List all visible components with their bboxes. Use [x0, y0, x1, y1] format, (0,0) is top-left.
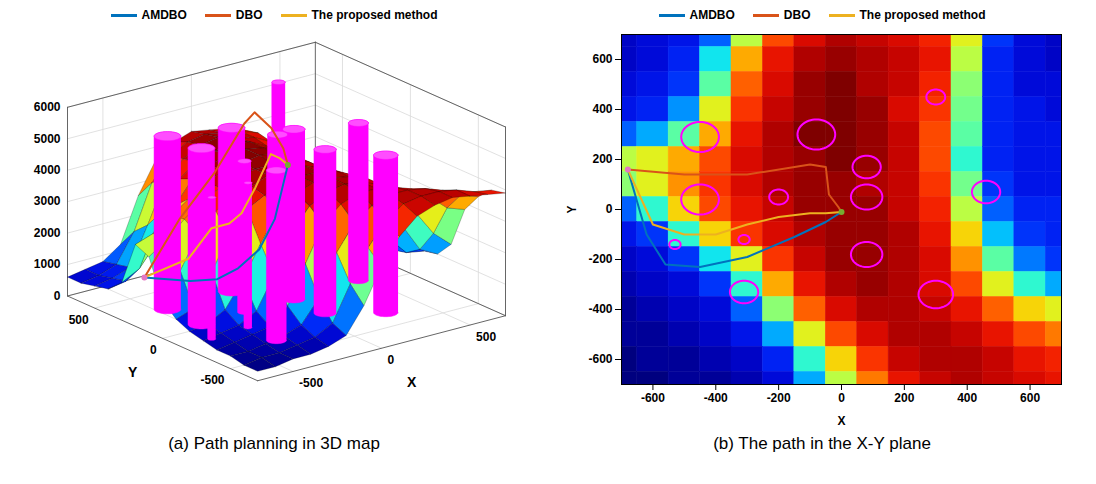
- svg-text:0: 0: [606, 202, 613, 216]
- svg-text:3000: 3000: [34, 194, 61, 208]
- svg-text:-400: -400: [704, 391, 728, 405]
- svg-text:-500: -500: [299, 376, 323, 390]
- svg-text:Y: Y: [565, 205, 579, 213]
- svg-text:5000: 5000: [34, 132, 61, 146]
- svg-text:4000: 4000: [34, 163, 61, 177]
- html-text:(a) Path planning in 3D map: (a) Path planning in 3D map: [168, 434, 380, 453]
- svg-text:600: 600: [592, 52, 612, 66]
- svg-text:X: X: [837, 414, 845, 428]
- svg-text:500: 500: [69, 313, 89, 327]
- svg-text:200: 200: [592, 152, 612, 166]
- svg-text:600: 600: [1020, 391, 1040, 405]
- svg-text:-600: -600: [641, 391, 665, 405]
- svg-text:0: 0: [388, 353, 395, 367]
- html-text:AMDBO: AMDBO: [689, 8, 735, 22]
- html-text:AMDBO: AMDBO: [141, 8, 187, 22]
- html-text:DBO: DBO: [783, 8, 811, 22]
- svg-text:X: X: [407, 374, 417, 390]
- svg-text:Y: Y: [128, 364, 138, 380]
- svg-text:-200: -200: [767, 391, 791, 405]
- svg-text:0: 0: [54, 289, 61, 303]
- svg-text:200: 200: [894, 391, 914, 405]
- html-text:(b) The path in the X-Y plane: (b) The path in the X-Y plane: [713, 434, 931, 453]
- svg-text:-600: -600: [588, 352, 612, 366]
- svg-text:-500: -500: [200, 373, 224, 387]
- svg-text:-200: -200: [588, 252, 612, 266]
- svg-text:400: 400: [957, 391, 977, 405]
- svg-text:500: 500: [476, 330, 496, 344]
- svg-text:1000: 1000: [34, 257, 61, 271]
- svg-text:-400: -400: [588, 302, 612, 316]
- svg-text:0: 0: [838, 391, 845, 405]
- svg-text:400: 400: [592, 102, 612, 116]
- svg-text:6000: 6000: [34, 100, 61, 114]
- html-text:DBO: DBO: [235, 8, 263, 22]
- html-text:The proposed method: The proposed method: [311, 8, 438, 22]
- svg-text:2000: 2000: [34, 226, 61, 240]
- svg-text:0: 0: [150, 343, 157, 357]
- html-text:The proposed method: The proposed method: [859, 8, 986, 22]
